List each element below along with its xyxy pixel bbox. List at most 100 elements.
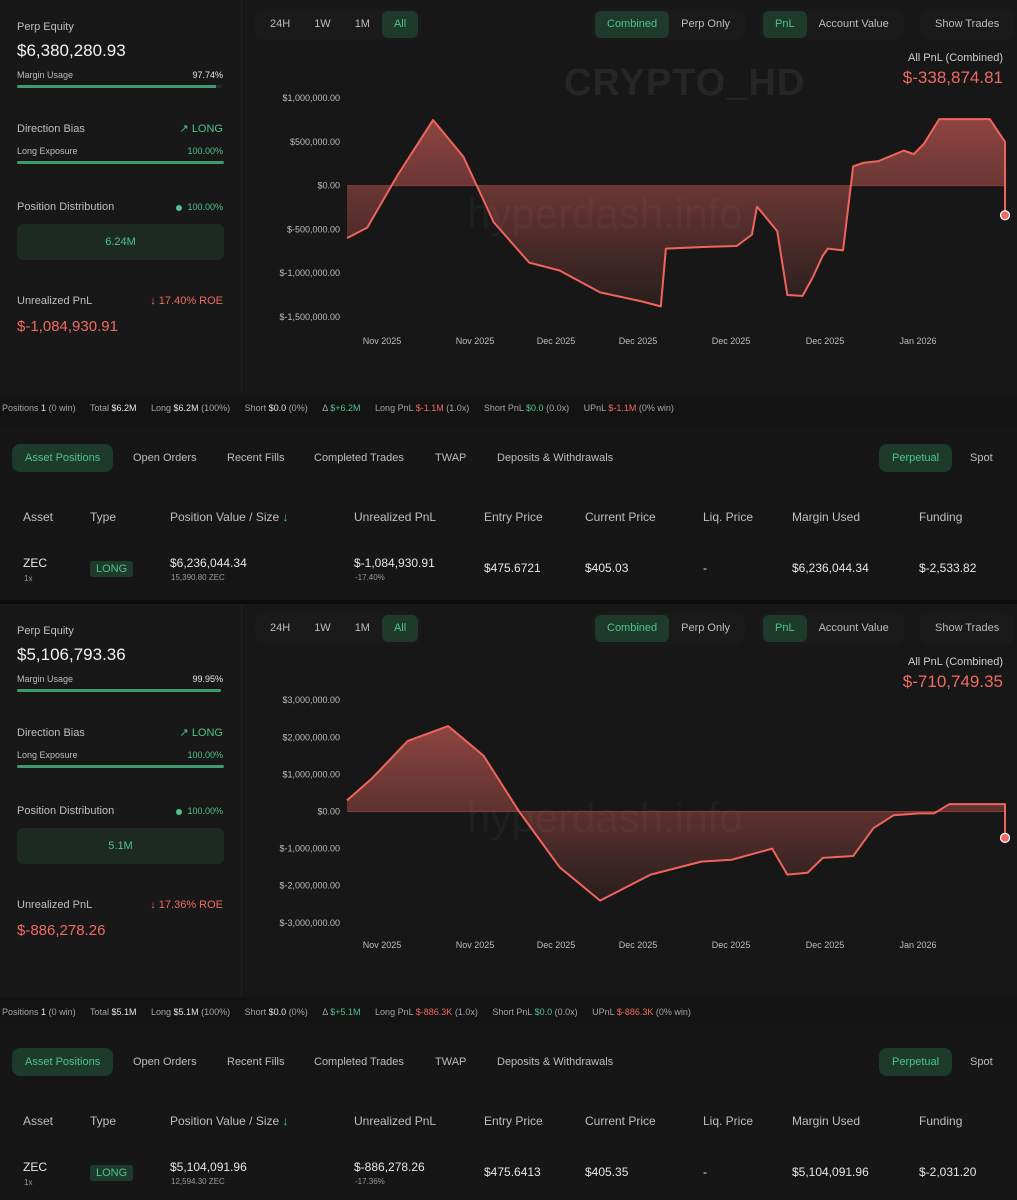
direction-bias-label: Direction Bias	[17, 727, 85, 739]
y-tick-label: $1,000,000.00	[282, 93, 340, 103]
y-tick-label: $0.00	[317, 807, 340, 817]
col-liq-price[interactable]: Liq. Price	[703, 510, 754, 524]
stat-delta: $+6.2M	[330, 403, 361, 413]
tab-pnl[interactable]: PnL	[763, 11, 807, 38]
tab-completed-trades[interactable]: Completed Trades	[314, 452, 404, 464]
tab-24h[interactable]: 24H	[270, 18, 291, 30]
position-upnl: $-1,084,930.91	[354, 556, 435, 570]
distribution-bar[interactable]: 5.1M	[17, 828, 224, 864]
tab-1w[interactable]: 1W	[314, 18, 331, 30]
y-tick-label: $-1,500,000.00	[279, 312, 340, 322]
pnl-series-line	[346, 725, 1006, 902]
stat-long-pnl-x: (1.0x)	[446, 403, 470, 413]
show-trades-button[interactable]: Show Trades	[935, 622, 1000, 634]
tab-perpetual[interactable]: Perpetual	[879, 1048, 953, 1076]
position-entry-price: $475.6413	[484, 1165, 541, 1179]
positions-stats-bar: Positions 1 (0 win) Total $6.2M Long $6.…	[0, 397, 1017, 419]
metric-tabs: PnL Account Value	[760, 613, 904, 644]
position-distribution-value: 100.00%	[176, 806, 223, 816]
positions-table-header: Asset Type Position Value / Size ↓ Unrea…	[0, 1092, 1017, 1147]
tab-account-value[interactable]: Account Value	[818, 622, 889, 634]
tab-recent-fills[interactable]: Recent Fills	[227, 452, 285, 464]
col-current-price[interactable]: Current Price	[585, 510, 656, 524]
col-funding[interactable]: Funding	[919, 510, 963, 524]
stat-upnl-win: (0% win)	[638, 403, 674, 413]
position-asset[interactable]: ZEC	[23, 1160, 47, 1174]
stat-positions: 1	[41, 403, 47, 413]
positions-table-header: Asset Type Position Value / Size ↓ Unrea…	[0, 488, 1017, 543]
show-trades-group: Show Trades	[920, 613, 1015, 644]
tab-perp-only[interactable]: Perp Only	[681, 622, 731, 634]
col-liq-price[interactable]: Liq. Price	[703, 1114, 754, 1128]
x-tick-label: Dec 2025	[619, 336, 658, 346]
tab-recent-fills[interactable]: Recent Fills	[227, 1056, 285, 1068]
position-size: 12,594.30 ZEC	[171, 1177, 225, 1186]
tab-combined[interactable]: Combined	[595, 11, 670, 38]
tab-open-orders[interactable]: Open Orders	[133, 1056, 197, 1068]
trend-up-icon: ↗	[179, 727, 192, 739]
unrealized-pnl-label: Unrealized PnL	[17, 295, 93, 307]
col-position-value[interactable]: Position Value / Size ↓	[170, 510, 289, 524]
snapshot-divider	[0, 600, 1017, 604]
col-entry-price[interactable]: Entry Price	[484, 510, 543, 524]
tab-pnl[interactable]: PnL	[763, 615, 807, 642]
table-tabs-row: Asset Positions Open Orders Recent Fills…	[0, 428, 1017, 488]
tab-asset-positions[interactable]: Asset Positions	[12, 444, 114, 472]
col-current-price[interactable]: Current Price	[585, 1114, 656, 1128]
show-trades-button[interactable]: Show Trades	[935, 18, 1000, 30]
long-exposure-value: 100.00%	[187, 750, 223, 760]
col-asset[interactable]: Asset	[23, 1114, 54, 1128]
position-liq-price: -	[703, 561, 707, 575]
tab-completed-trades[interactable]: Completed Trades	[314, 1056, 404, 1068]
pnl-area-fill	[347, 726, 1005, 901]
tab-open-orders[interactable]: Open Orders	[133, 452, 197, 464]
current-pnl-point[interactable]	[999, 832, 1011, 843]
col-asset[interactable]: Asset	[23, 510, 54, 524]
tab-all[interactable]: All	[381, 615, 419, 642]
tab-deposits-withdrawals[interactable]: Deposits & Withdrawals	[497, 452, 614, 464]
y-tick-label: $2,000,000.00	[282, 732, 340, 742]
col-margin-used[interactable]: Margin Used	[792, 1114, 861, 1128]
tab-1m[interactable]: 1M	[354, 18, 370, 30]
table-row[interactable]: ZEC 1x LONG $5,104,091.96 12,594.30 ZEC …	[0, 1147, 1017, 1200]
distribution-bar[interactable]: 6.24M	[17, 224, 224, 260]
tab-twap[interactable]: TWAP	[435, 1056, 467, 1068]
tab-spot[interactable]: Spot	[970, 1056, 993, 1068]
tab-account-value[interactable]: Account Value	[818, 18, 889, 30]
col-funding[interactable]: Funding	[919, 1114, 963, 1128]
tab-1m[interactable]: 1M	[354, 622, 370, 634]
table-row[interactable]: ZEC 1x LONG $6,236,044.34 15,390.80 ZEC …	[0, 543, 1017, 600]
col-type[interactable]: Type	[90, 1114, 117, 1128]
x-tick-label: Jan 2026	[899, 336, 936, 346]
col-type[interactable]: Type	[90, 510, 117, 524]
current-pnl-point[interactable]	[999, 210, 1011, 221]
tab-24h[interactable]: 24H	[270, 622, 291, 634]
col-unrealized-pnl[interactable]: Unrealized PnL	[354, 1114, 437, 1128]
tab-spot[interactable]: Spot	[970, 452, 993, 464]
tab-perp-only[interactable]: Perp Only	[681, 18, 731, 30]
position-asset[interactable]: ZEC	[23, 556, 47, 570]
stat-short-pnl: $0.0	[534, 1007, 553, 1017]
tab-deposits-withdrawals[interactable]: Deposits & Withdrawals	[497, 1056, 614, 1068]
tab-1w[interactable]: 1W	[314, 622, 331, 634]
col-entry-price[interactable]: Entry Price	[484, 1114, 543, 1128]
tab-perpetual[interactable]: Perpetual	[879, 444, 953, 472]
tab-twap[interactable]: TWAP	[435, 452, 467, 464]
position-distribution-label: Position Distribution	[17, 805, 115, 817]
tab-asset-positions[interactable]: Asset Positions	[12, 1048, 114, 1076]
stat-short-pnl: $0.0	[526, 403, 544, 413]
pnl-chart-area: 24H 1W 1M All Combined Perp Only PnL Acc…	[242, 604, 1017, 997]
tab-combined[interactable]: Combined	[595, 615, 670, 642]
long-exposure-label: Long Exposure	[17, 750, 78, 760]
y-tick-label: $500,000.00	[290, 137, 340, 147]
col-position-value[interactable]: Position Value / Size ↓	[170, 1114, 289, 1128]
col-margin-used[interactable]: Margin Used	[792, 510, 861, 524]
perp-equity-value: $6,380,280.93	[17, 41, 126, 60]
x-tick-label: Dec 2025	[537, 336, 576, 346]
col-unrealized-pnl[interactable]: Unrealized PnL	[354, 510, 437, 524]
y-tick-label: $1,000,000.00	[282, 769, 340, 779]
perp-equity-label: Perp Equity	[17, 625, 74, 637]
stat-positions-win: (0 win)	[48, 403, 76, 413]
tab-all[interactable]: All	[381, 11, 419, 38]
long-exposure-bar	[17, 765, 224, 768]
